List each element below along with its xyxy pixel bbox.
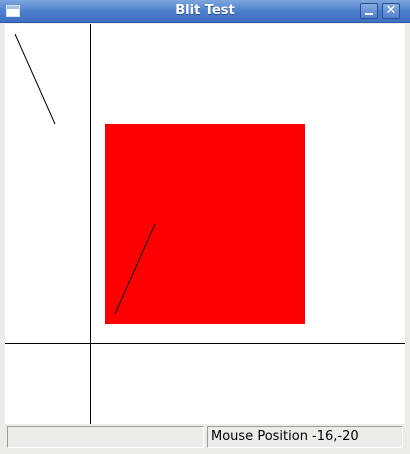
status-bar: Mouse Position -16,-20 bbox=[5, 426, 405, 448]
title-bar[interactable]: Blit Test ✕ bbox=[0, 0, 410, 23]
diagonal-line-in-square bbox=[114, 223, 156, 315]
mouse-position-status: Mouse Position -16,-20 bbox=[207, 426, 403, 448]
window-icon[interactable] bbox=[6, 5, 20, 17]
drawing-canvas[interactable] bbox=[5, 24, 405, 424]
close-icon: ✕ bbox=[385, 3, 397, 18]
minimize-icon bbox=[365, 13, 373, 15]
status-field-left bbox=[7, 426, 204, 448]
close-button[interactable]: ✕ bbox=[382, 3, 400, 19]
red-square bbox=[105, 124, 305, 324]
window-title: Blit Test bbox=[175, 3, 235, 18]
diagonal-line-top-left bbox=[14, 33, 56, 125]
canvas-drawing bbox=[5, 24, 405, 424]
minimize-button[interactable] bbox=[360, 3, 378, 19]
